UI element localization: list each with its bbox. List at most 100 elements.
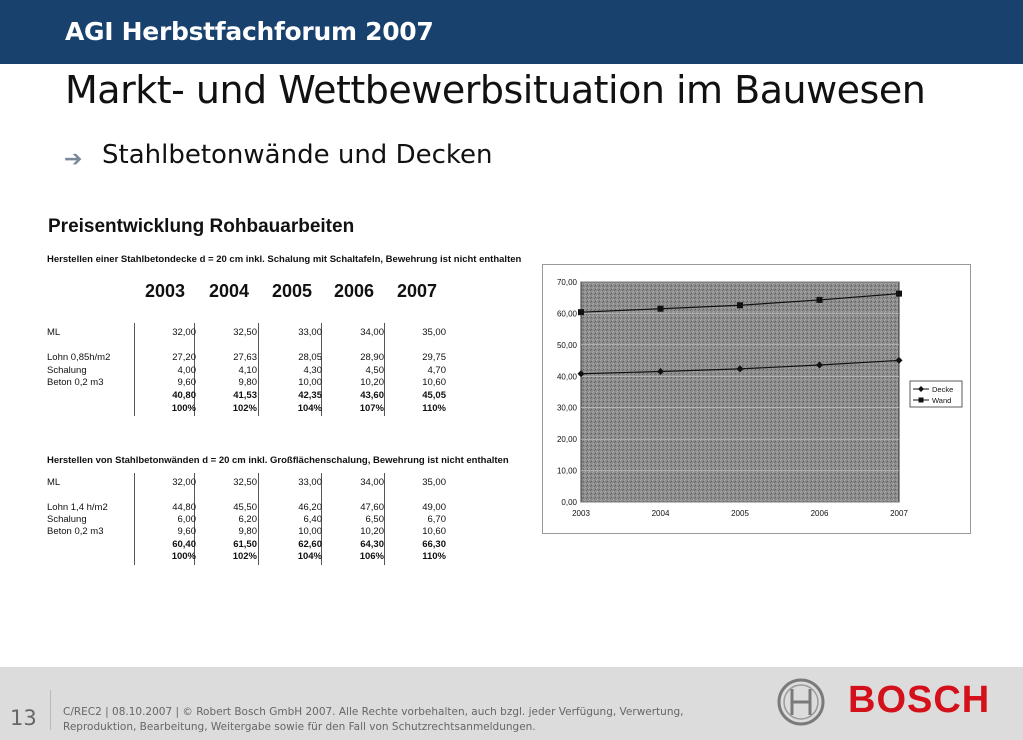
wand-table-cell: 10,60 [422, 526, 446, 537]
wand-table-cell: 106% [359, 551, 384, 562]
decke-table-cell: 41,53 [233, 390, 257, 401]
decke-table-cell: 32,00 [172, 327, 196, 338]
y-tick-label: 20,00 [557, 435, 578, 444]
decke-row-label: Lohn 0,85h/m2 [47, 352, 111, 363]
wand-table-cell: 64,30 [360, 539, 384, 550]
footer-legal-text: C/REC2 | 08.10.2007 | © Robert Bosch Gmb… [63, 706, 684, 733]
arrow-right-icon: ➔ [64, 146, 83, 171]
wand-table-cell: 61,50 [233, 539, 257, 550]
wand-table-cell: 102% [232, 551, 257, 562]
data-point-wand [896, 290, 902, 297]
page-number: 13 [10, 706, 37, 730]
y-tick-label: 70,00 [557, 278, 578, 287]
y-tick-label: 50,00 [557, 341, 578, 350]
data-point-wand [578, 309, 584, 316]
decke-table-cell: 4,00 [177, 365, 197, 376]
table-title: Preisentwicklung Rohbauarbeiten [48, 216, 355, 237]
decke-table-cell: 29,75 [422, 352, 446, 363]
wand-table-cell: 6,20 [238, 514, 258, 525]
legend-label: Decke [932, 385, 953, 394]
decke-table-cell: 34,00 [360, 327, 384, 338]
decke-table-cell: 102% [232, 403, 257, 414]
decke-table-cell: 4,10 [238, 365, 258, 376]
decke-table-cell: 42,35 [298, 390, 322, 401]
wand-table-cell: 10,00 [298, 526, 322, 537]
wand-table-cell: 6,50 [365, 514, 385, 525]
wand-table-cell: 9,60 [177, 526, 197, 537]
legend-box [909, 380, 963, 408]
wand-description: Herstellen von Stahlbetonwänden d = 20 c… [47, 455, 509, 466]
wand-table-cell: 6,40 [303, 514, 323, 525]
decke-table-cell: 33,00 [298, 327, 322, 338]
wand-table-cell: 32,50 [233, 477, 257, 488]
wand-table-cell: 60,40 [172, 539, 196, 550]
wand-table-cell: 104% [297, 551, 322, 562]
wand-row-label: Lohn 1,4 h/m2 [47, 502, 108, 513]
decke-description: Herstellen einer Stahlbetondecke d = 20 … [47, 254, 522, 265]
wand-table-cell: 100% [171, 551, 196, 562]
decke-table-cell: 4,50 [365, 365, 385, 376]
decke-table-cell: 27,63 [233, 352, 257, 363]
year-header: 2006 [333, 281, 375, 301]
legend-marker [918, 397, 924, 403]
footer-bar [0, 667, 1023, 740]
wand-table-cell: 32,00 [172, 477, 196, 488]
decke-table-cell: 9,60 [177, 377, 197, 388]
decke-table-cell: 45,05 [422, 390, 446, 401]
wand-table-cell: 9,80 [238, 526, 258, 537]
decke-table-cell: 104% [297, 403, 322, 414]
wand-table-cell: 44,80 [172, 502, 196, 513]
wand-table-cell: 35,00 [422, 477, 446, 488]
table-column-divider [321, 473, 322, 565]
table-column-divider [384, 323, 385, 416]
decke-table-cell: 28,05 [298, 352, 322, 363]
decke-table-cell: 100% [171, 403, 196, 414]
table-column-divider [384, 473, 385, 565]
wand-row-label: Beton 0,2 m3 [47, 526, 104, 537]
decke-table-cell: 10,60 [422, 377, 446, 388]
decke-row-label: Schalung [47, 365, 87, 376]
data-point-decke [895, 356, 903, 364]
decke-table-cell: 110% [422, 403, 446, 414]
table-column-divider [194, 473, 195, 565]
wand-table-cell: 10,20 [360, 526, 384, 537]
line-chart: 0,00 10,00 20,00 30,00 40,00 50,00 60,00 70,00 2… [542, 264, 971, 534]
data-point-wand [816, 296, 823, 303]
wand-table-cell: 46,20 [298, 502, 322, 513]
year-header: 2007 [396, 281, 438, 301]
table-column-divider [134, 323, 135, 416]
header-bar: AGI Herbstfachforum 2007 [0, 0, 1023, 64]
decke-table-cell: 40,80 [172, 390, 196, 401]
decke-table-cell: 32,50 [233, 327, 257, 338]
data-point-decke [736, 365, 744, 373]
decke-table-cell: 4,70 [427, 365, 447, 376]
decke-table-cell: 43,60 [360, 390, 384, 401]
table-column-divider [258, 473, 259, 565]
plot-area [580, 281, 900, 503]
x-tick-label: 2006 [811, 509, 829, 518]
y-tick-label: 10,00 [557, 467, 578, 476]
table-column-divider [321, 323, 322, 416]
decke-table-cell: 10,20 [360, 377, 384, 388]
legend-marker [918, 386, 924, 392]
y-tick-label: 60,00 [557, 309, 578, 318]
wand-table-cell: 110% [422, 551, 446, 562]
x-tick-label: 2003 [572, 509, 590, 518]
wand-row-label: ML [47, 477, 61, 488]
wand-table-cell: 49,00 [422, 502, 446, 513]
decke-row-label: Beton 0,2 m3 [47, 377, 104, 388]
decke-table-cell: 28,90 [360, 352, 384, 363]
decke-table-cell: 9,80 [238, 377, 258, 388]
y-tick-label: 0,00 [561, 498, 577, 507]
decke-table-cell: 35,00 [422, 327, 446, 338]
wand-table-cell: 34,00 [360, 477, 384, 488]
event-title: AGI Herbstfachforum 2007 [65, 17, 434, 46]
data-point-decke [816, 361, 823, 369]
decke-row-label: ML [47, 327, 61, 338]
data-point-decke [577, 370, 585, 378]
wand-table-cell: 62,60 [298, 539, 322, 550]
wand-table-cell: 47,60 [360, 502, 384, 513]
decke-table-cell: 107% [359, 403, 384, 414]
wand-table-cell: 6,00 [177, 514, 197, 525]
wand-table-cell: 6,70 [427, 514, 447, 525]
